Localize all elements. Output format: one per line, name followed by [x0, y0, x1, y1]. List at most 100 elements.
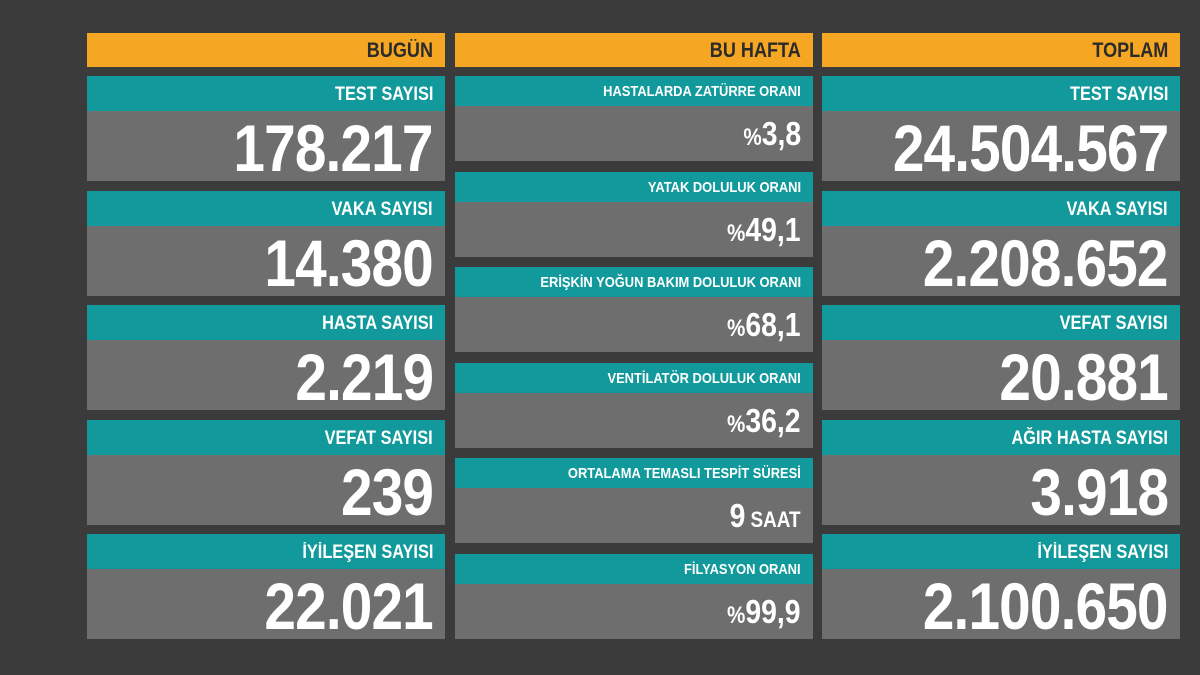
stat-value-box: %68,1: [455, 297, 813, 352]
stat-value-group: 24.504.567: [892, 111, 1169, 185]
stat-card: HASTALARDA ZATÜRRE ORANI %3,8: [455, 76, 813, 161]
stat-card: İYİLEŞEN SAYISI 22.021: [87, 534, 445, 643]
stat-label: HASTA SAYISI: [321, 313, 433, 334]
stat-value-box: 22.021: [87, 569, 445, 643]
stat-value: 24.504.567: [892, 111, 1169, 185]
column-header: BUGÜN: [87, 33, 445, 67]
stat-value-group: %68,1: [727, 297, 801, 357]
stat-label: ERİŞKİN YOĞUN BAKIM DOLULUK ORANI: [540, 274, 801, 291]
stat-card: VENTİLATÖR DOLULUK ORANI %36,2: [455, 362, 813, 448]
stat-label: YATAK DOLULUK ORANI: [647, 178, 801, 196]
stat-label-bar: YATAK DOLULUK ORANI: [455, 171, 813, 202]
stat-value-group: 178.217: [233, 111, 434, 185]
column-header: TOPLAM: [822, 33, 1180, 67]
stat-value: 49,1: [745, 210, 801, 248]
stat-value: 68,1: [745, 306, 801, 343]
column: TOPLAM TEST SAYISI 24.504.567 VAKA SAYISI 2.…: [822, 33, 1180, 643]
value-prefix: %: [743, 124, 762, 151]
stat-card: AĞIR HASTA SAYISI 3.918: [822, 419, 1180, 529]
stat-card: FİLYASYON ORANI %99,9: [455, 553, 813, 639]
stat-label: FİLYASYON ORANI: [684, 560, 801, 578]
stat-value-group: 20.881: [999, 340, 1169, 414]
header-title: TOPLAM: [1092, 39, 1168, 62]
stat-value: 2.208.652: [923, 225, 1169, 300]
stat-value-box: 2.219: [87, 340, 445, 414]
stat-card: HASTA SAYISI 2.219: [87, 305, 445, 414]
stat-value-group: 239: [340, 454, 434, 529]
stat-value-group: 9 SAAT: [730, 488, 801, 548]
stat-value-box: 3.918: [822, 454, 1180, 529]
stat-label: TEST SAYISI: [334, 84, 433, 105]
stat-card: ORTALAMA TEMASLI TESPİT SÜRESİ 9 SAAT: [455, 458, 813, 543]
stat-label-bar: VAKA SAYISI: [822, 190, 1180, 226]
stat-label: VAKA SAYISI: [331, 198, 433, 220]
stat-label-bar: FİLYASYON ORANI: [455, 553, 813, 584]
stat-label: VAKA SAYISI: [1066, 198, 1168, 220]
stat-value-box: 239: [87, 454, 445, 529]
stat-label: VENTİLATÖR DOLULUK ORANI: [607, 369, 801, 387]
stat-value: 9: [729, 497, 746, 534]
stat-card: TEST SAYISI 178.217: [87, 76, 445, 185]
stat-value-box: %49,1: [455, 201, 813, 257]
stat-card: YATAK DOLULUK ORANI %49,1: [455, 171, 813, 257]
stat-label-bar: ERİŞKİN YOĞUN BAKIM DOLULUK ORANI: [455, 267, 813, 297]
stat-value-group: %99,9: [727, 584, 801, 644]
stat-label-bar: VAKA SAYISI: [87, 190, 445, 226]
stat-value-group: %49,1: [727, 202, 801, 262]
stat-label: VEFAT SAYISI: [324, 427, 433, 449]
stat-value-box: %3,8: [455, 106, 813, 161]
stat-value: 239: [340, 454, 434, 529]
stat-value-box: 2.208.652: [822, 225, 1180, 300]
stat-value: 178.217: [233, 111, 434, 185]
stat-value-group: %36,2: [727, 393, 801, 453]
stat-card: VAKA SAYISI 2.208.652: [822, 190, 1180, 300]
stat-value: 2.100.650: [923, 569, 1169, 643]
column-header: BU HAFTA: [455, 33, 813, 67]
stat-card: VEFAT SAYISI 239: [87, 419, 445, 529]
value-unit: SAAT: [750, 507, 801, 532]
stat-card: İYİLEŞEN SAYISI 2.100.650: [822, 534, 1180, 643]
stat-label: AĞIR HASTA SAYISI: [1011, 427, 1168, 449]
stat-value-box: 14.380: [87, 225, 445, 300]
stat-label: İYİLEŞEN SAYISI: [301, 542, 433, 563]
column: BU HAFTA HASTALARDA ZATÜRRE ORANI %3,8 YATA…: [455, 33, 813, 639]
stat-card: VAKA SAYISI 14.380: [87, 190, 445, 300]
stat-value-group: 14.380: [264, 225, 434, 300]
stat-value-group: 2.219: [295, 340, 434, 414]
stat-label-bar: AĞIR HASTA SAYISI: [822, 419, 1180, 455]
stat-value: 2.219: [295, 340, 434, 414]
stat-value: 22.021: [264, 569, 434, 643]
stat-value: 20.881: [999, 340, 1169, 414]
stat-label: ORTALAMA TEMASLI TESPİT SÜRESİ: [568, 465, 801, 482]
stat-label-bar: VEFAT SAYISI: [822, 305, 1180, 340]
stat-value-box: 9 SAAT: [455, 488, 813, 543]
stat-value-box: %99,9: [455, 583, 813, 639]
stat-label: TEST SAYISI: [1069, 84, 1168, 105]
stat-value-group: 3.918: [1030, 455, 1169, 529]
stat-label-bar: TEST SAYISI: [87, 76, 445, 111]
value-prefix: %: [727, 219, 746, 247]
stat-value-group: %3,8: [743, 106, 801, 166]
stat-label-bar: VENTİLATÖR DOLULUK ORANI: [455, 362, 813, 393]
value-prefix: %: [727, 601, 746, 629]
stat-label-bar: TEST SAYISI: [822, 76, 1180, 111]
stat-value: 14.380: [264, 225, 434, 300]
stat-value-group: 2.208.652: [923, 225, 1169, 300]
stat-label: VEFAT SAYISI: [1059, 313, 1168, 334]
stat-value-box: %36,2: [455, 392, 813, 448]
value-prefix: %: [727, 410, 746, 438]
stat-label-bar: İYİLEŞEN SAYISI: [87, 534, 445, 569]
header-title: BUGÜN: [366, 39, 433, 62]
stat-value: 99,9: [745, 592, 801, 630]
stat-label-bar: İYİLEŞEN SAYISI: [822, 534, 1180, 569]
stat-value: 3,8: [761, 115, 801, 152]
stat-label-bar: VEFAT SAYISI: [87, 419, 445, 455]
header-title: BU HAFTA: [710, 39, 801, 62]
stat-value: 36,2: [745, 401, 801, 439]
column: BUGÜN TEST SAYISI 178.217 VAKA SAYISI 14.380…: [87, 33, 445, 643]
stat-value-box: 24.504.567: [822, 111, 1180, 185]
stat-card: ERİŞKİN YOĞUN BAKIM DOLULUK ORANI %68,1: [455, 267, 813, 352]
stat-label-bar: ORTALAMA TEMASLI TESPİT SÜRESİ: [455, 458, 813, 488]
stat-card: TEST SAYISI 24.504.567: [822, 76, 1180, 185]
